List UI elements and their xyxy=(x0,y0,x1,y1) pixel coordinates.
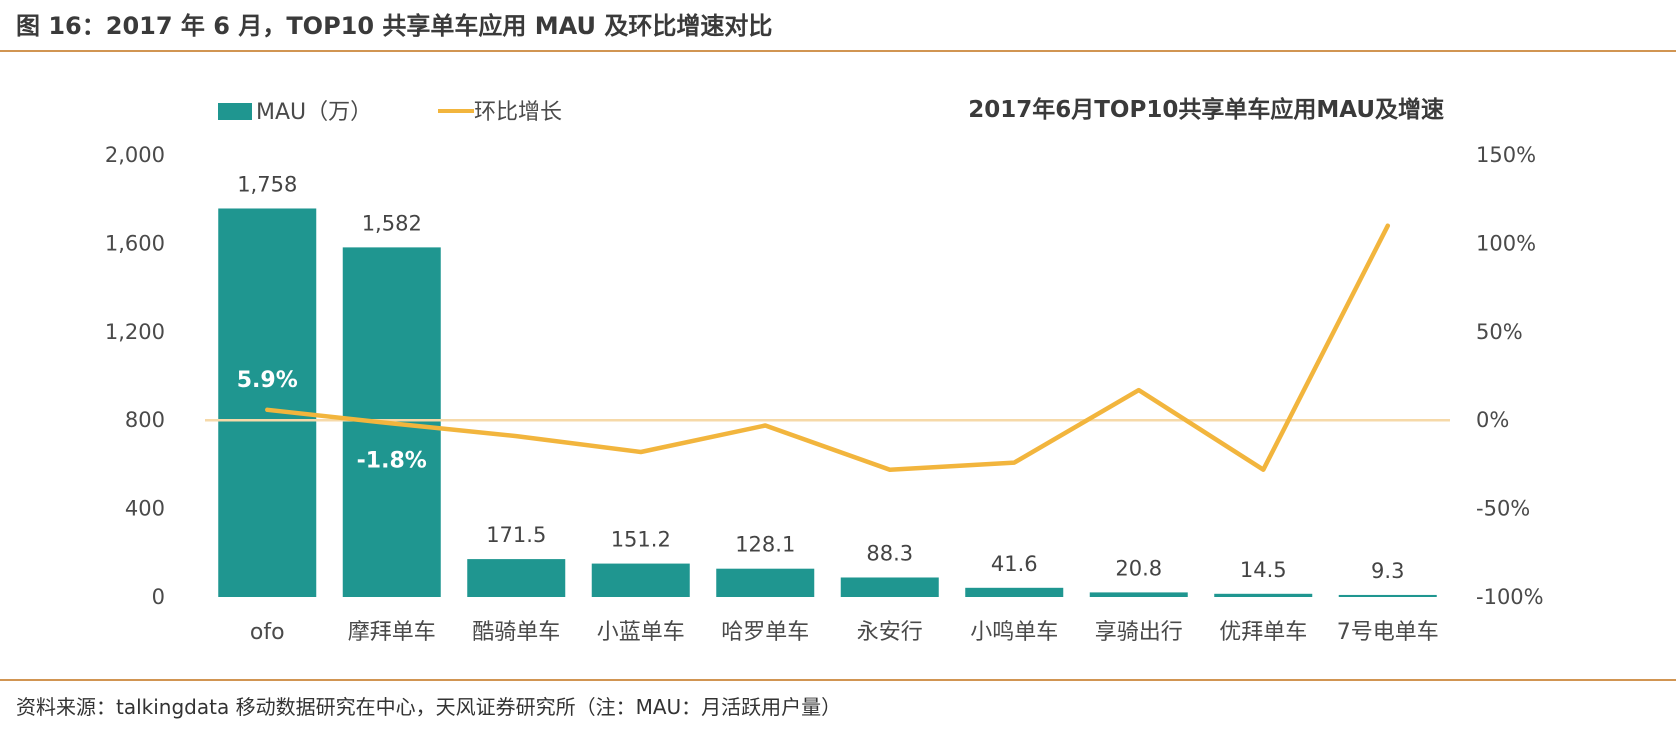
plot-area: 0 400 800 1,200 1,600 2,000 -100% -50% 0% 50% 100%… xyxy=(105,143,1544,645)
figure-title: 图 16：2017 年 6 月，TOP10 共享单车应用 MAU 及环比增速对比 xyxy=(16,12,773,40)
category-label: 永安行 xyxy=(857,620,923,645)
legend-line-label: 环比增长 xyxy=(474,100,562,125)
bar-value-label: 9.3 xyxy=(1371,559,1404,583)
legend: MAU（万） 环比增长 xyxy=(218,100,562,125)
category-label: 享骑出行 xyxy=(1095,620,1183,645)
bar-value-label: 1,758 xyxy=(237,172,297,196)
mau-growth-chart: MAU（万） 环比增长 2017年6月TOP10共享单车应用MAU及增速 0 40… xyxy=(105,96,1544,645)
category-label: 哈罗单车 xyxy=(721,620,809,645)
growth-line xyxy=(265,223,1391,472)
right-axis-tick-label: 100% xyxy=(1476,231,1536,255)
source-divider xyxy=(0,679,1676,681)
bar-value-label: 1,582 xyxy=(362,211,422,235)
left-axis-tick-label: 0 xyxy=(152,585,165,609)
right-axis-tick-label: 50% xyxy=(1476,320,1523,344)
bar-value-label: 88.3 xyxy=(866,541,913,565)
bar-4 xyxy=(591,563,690,597)
category-label: 酷骑单车 xyxy=(472,620,560,645)
legend-bar-swatch xyxy=(218,103,252,120)
bar-value-label: 151.2 xyxy=(611,528,671,552)
category-label: 小蓝单车 xyxy=(597,620,685,645)
bar-5 xyxy=(716,568,815,597)
bar-10 xyxy=(1338,594,1437,597)
bar-7 xyxy=(965,587,1064,597)
bar-1 xyxy=(218,208,317,597)
category-label: 摩拜单车 xyxy=(348,620,436,645)
right-axis-tick-label: -50% xyxy=(1476,497,1530,521)
legend-bar-label: MAU（万） xyxy=(256,100,372,125)
growth-value-label: 5.9% xyxy=(237,368,298,393)
left-axis-tick-label: 800 xyxy=(125,408,165,432)
bar-9 xyxy=(1214,593,1313,597)
bar-value-label: 20.8 xyxy=(1115,556,1162,580)
right-axis-tick-label: -100% xyxy=(1476,585,1544,609)
left-axis-tick-label: 2,000 xyxy=(105,143,165,167)
title-divider xyxy=(0,50,1676,52)
category-label: 7号电单车 xyxy=(1337,620,1439,645)
category-label: 小鸣单车 xyxy=(970,620,1058,645)
bar-value-label: 14.5 xyxy=(1240,558,1287,582)
left-axis-tick-label: 1,200 xyxy=(105,320,165,344)
category-label: 优拜单车 xyxy=(1219,620,1307,645)
left-axis-tick-label: 1,600 xyxy=(105,231,165,255)
right-axis-tick-label: 150% xyxy=(1476,143,1536,167)
bar-6 xyxy=(840,577,939,597)
right-axis-tick-label: 0% xyxy=(1476,408,1509,432)
bar-value-label: 41.6 xyxy=(991,552,1038,576)
chart-title: 2017年6月TOP10共享单车应用MAU及增速 xyxy=(968,96,1444,123)
growth-value-label: -1.8% xyxy=(357,448,427,473)
source-note: 资料来源：talkingdata 移动数据研究在中心，天风证券研究所（注：MAU… xyxy=(16,695,842,719)
bar-3 xyxy=(467,559,566,597)
left-axis-tick-label: 400 xyxy=(125,497,165,521)
bar-value-label: 171.5 xyxy=(486,523,546,547)
bar-8 xyxy=(1089,592,1188,597)
category-label: ofo xyxy=(250,620,285,645)
bar-value-label: 128.1 xyxy=(735,533,795,557)
